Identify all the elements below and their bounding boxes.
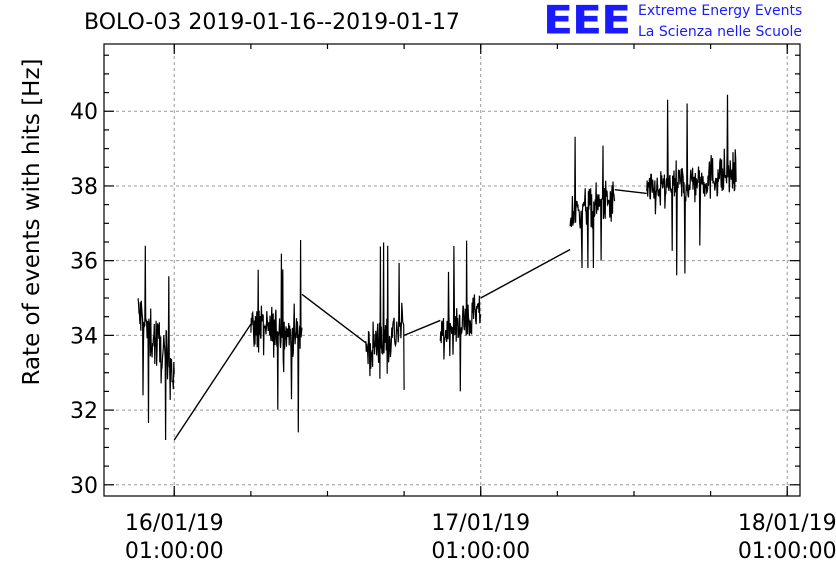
y-tick-label: 38: [70, 175, 98, 200]
y-tick-label: 34: [70, 324, 98, 349]
data-trace-segment: [137, 245, 175, 441]
data-series: [137, 94, 737, 441]
gap-connector-line: [301, 293, 367, 344]
gap-connector-line: [614, 188, 647, 195]
y-tick-label: 36: [70, 250, 98, 275]
x-tick-label-time: 01:00:00: [125, 539, 224, 564]
data-trace-segment: [439, 240, 482, 392]
x-tick-label-time: 01:00:00: [738, 539, 836, 564]
chart-title: BOLO-03 2019-01-16--2019-01-17: [84, 10, 460, 35]
logo-text-line2: La Scienza nelle Scuole: [638, 24, 803, 40]
grid-lines: [104, 44, 800, 496]
plot-frame: [103, 43, 801, 497]
data-trace-segment: [250, 239, 303, 433]
data-trace-segment: [365, 242, 405, 390]
logo-text-line1: Extreme Energy Events: [638, 3, 803, 19]
tick-labels: 30 32 34 36 38 40 16/01/19 01:00:00 17/01/19 01:0…: [70, 100, 836, 564]
x-tick-label-date: 16/01/19: [125, 511, 224, 536]
eee-logo: EEE: [543, 0, 631, 44]
gap-connector-line: [480, 248, 571, 299]
x-tick-label-date: 18/01/19: [738, 511, 836, 536]
x-tick-label-date: 17/01/19: [431, 511, 530, 536]
data-trace-segment: [569, 136, 616, 269]
gap-connector-line: [173, 323, 252, 441]
y-tick-label: 32: [70, 399, 98, 424]
y-tick-label: 40: [70, 100, 98, 125]
y-tick-label: 30: [70, 474, 98, 499]
x-tick-label-time: 01:00:00: [431, 539, 530, 564]
axis-ticks: [104, 44, 800, 496]
data-trace-segment: [646, 94, 737, 276]
gap-connector-line: [403, 319, 441, 337]
